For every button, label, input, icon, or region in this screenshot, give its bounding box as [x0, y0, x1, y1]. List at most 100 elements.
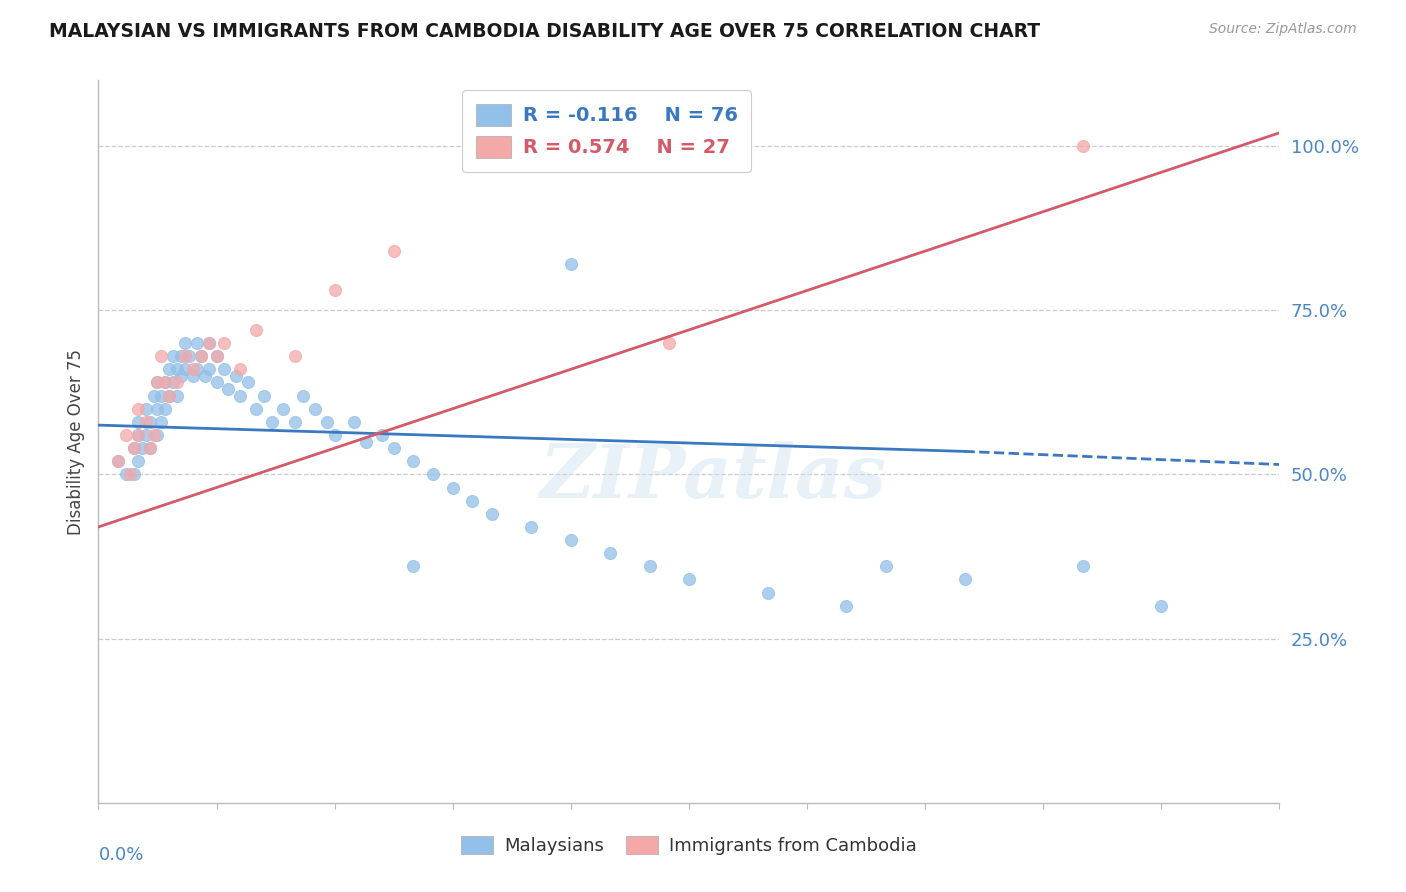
- Point: [138, 441, 160, 455]
- Point: [292, 388, 315, 402]
- Point: [135, 401, 157, 416]
- Point: [236, 376, 259, 390]
- Point: [229, 362, 252, 376]
- Point: [146, 401, 169, 416]
- Point: [174, 362, 197, 376]
- Point: [157, 362, 180, 376]
- Point: [756, 585, 779, 599]
- Point: [323, 428, 346, 442]
- Point: [197, 362, 219, 376]
- Point: [150, 415, 173, 429]
- Point: [122, 441, 145, 455]
- Point: [875, 559, 897, 574]
- Point: [150, 388, 173, 402]
- Point: [835, 599, 858, 613]
- Point: [560, 533, 582, 547]
- Point: [371, 428, 394, 442]
- Point: [135, 415, 157, 429]
- Point: [115, 428, 138, 442]
- Point: [205, 349, 228, 363]
- Point: [127, 401, 149, 416]
- Legend: Malaysians, Immigrants from Cambodia: Malaysians, Immigrants from Cambodia: [454, 829, 924, 863]
- Point: [461, 493, 484, 508]
- Point: [402, 559, 425, 574]
- Point: [146, 376, 169, 390]
- Point: [127, 454, 149, 468]
- Text: Source: ZipAtlas.com: Source: ZipAtlas.com: [1209, 22, 1357, 37]
- Point: [155, 401, 177, 416]
- Point: [162, 349, 184, 363]
- Point: [162, 376, 184, 390]
- Point: [170, 368, 193, 383]
- Point: [150, 349, 173, 363]
- Point: [157, 388, 180, 402]
- Point: [190, 349, 212, 363]
- Point: [135, 428, 157, 442]
- Point: [197, 336, 219, 351]
- Point: [402, 454, 425, 468]
- Point: [245, 401, 267, 416]
- Point: [122, 441, 145, 455]
- Point: [166, 388, 188, 402]
- Point: [157, 388, 180, 402]
- Point: [107, 454, 129, 468]
- Text: ZIPatlas: ZIPatlas: [538, 442, 886, 514]
- Point: [354, 434, 377, 449]
- Point: [146, 428, 169, 442]
- Point: [953, 573, 976, 587]
- Point: [382, 244, 405, 258]
- Point: [253, 388, 276, 402]
- Point: [181, 368, 204, 383]
- Point: [194, 368, 217, 383]
- Point: [678, 573, 700, 587]
- Point: [214, 362, 236, 376]
- Point: [658, 336, 681, 351]
- Point: [107, 454, 129, 468]
- Point: [284, 415, 307, 429]
- Point: [115, 467, 138, 482]
- Point: [229, 388, 252, 402]
- Point: [127, 428, 149, 442]
- Point: [186, 362, 208, 376]
- Point: [638, 559, 661, 574]
- Point: [520, 520, 543, 534]
- Point: [122, 467, 145, 482]
- Point: [166, 362, 188, 376]
- Point: [343, 415, 366, 429]
- Point: [422, 467, 444, 482]
- Point: [205, 376, 228, 390]
- Point: [315, 415, 337, 429]
- Text: 0.0%: 0.0%: [98, 847, 143, 864]
- Point: [1071, 559, 1094, 574]
- Point: [174, 349, 197, 363]
- Point: [323, 284, 346, 298]
- Point: [166, 376, 188, 390]
- Point: [217, 382, 239, 396]
- Point: [481, 507, 503, 521]
- Point: [1071, 139, 1094, 153]
- Point: [190, 349, 212, 363]
- Point: [260, 415, 283, 429]
- Point: [177, 349, 200, 363]
- Point: [118, 467, 141, 482]
- Point: [138, 415, 160, 429]
- Point: [155, 376, 177, 390]
- Point: [560, 257, 582, 271]
- Point: [170, 349, 193, 363]
- Text: MALAYSIAN VS IMMIGRANTS FROM CAMBODIA DISABILITY AGE OVER 75 CORRELATION CHART: MALAYSIAN VS IMMIGRANTS FROM CAMBODIA DI…: [49, 22, 1040, 41]
- Point: [174, 336, 197, 351]
- Point: [304, 401, 326, 416]
- Point: [599, 546, 621, 560]
- Point: [214, 336, 236, 351]
- Point: [127, 428, 149, 442]
- Point: [131, 441, 153, 455]
- Point: [1150, 599, 1173, 613]
- Point: [142, 388, 165, 402]
- Point: [155, 376, 177, 390]
- Point: [273, 401, 295, 416]
- Point: [181, 362, 204, 376]
- Point: [142, 428, 165, 442]
- Point: [441, 481, 464, 495]
- Point: [245, 323, 267, 337]
- Point: [284, 349, 307, 363]
